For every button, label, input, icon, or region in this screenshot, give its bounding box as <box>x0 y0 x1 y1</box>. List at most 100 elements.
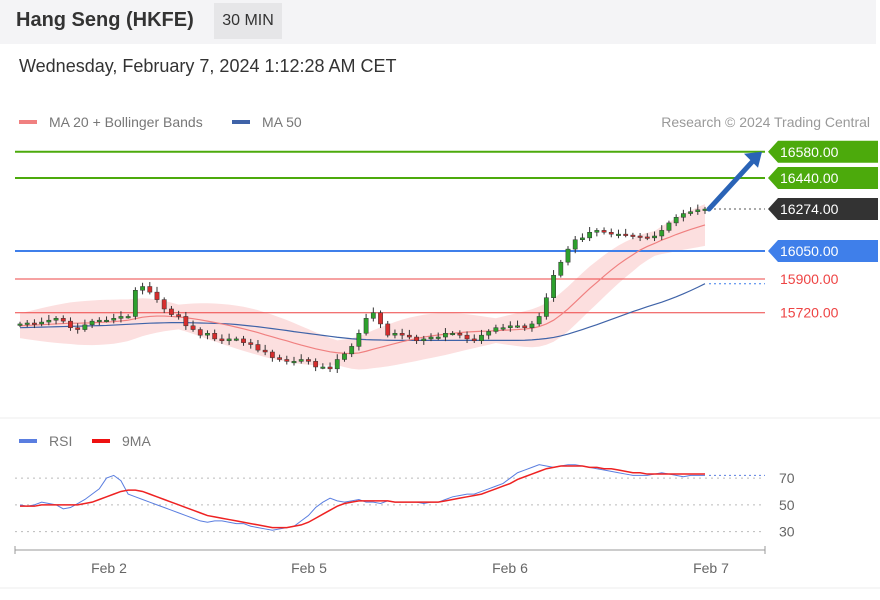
rsi-tick-label: 30 <box>779 524 795 540</box>
candle-body <box>32 322 37 325</box>
candle-body <box>536 316 542 325</box>
candle-body <box>212 333 218 340</box>
candle-body <box>233 338 239 341</box>
candle-body <box>428 336 434 340</box>
candle-body <box>176 314 182 317</box>
ma50-line <box>19 283 706 341</box>
candle-body <box>623 233 629 236</box>
candle-body <box>241 338 246 343</box>
level-tag-pivot <box>768 239 878 262</box>
candle-body <box>543 297 549 317</box>
candle-body <box>284 359 290 362</box>
rsi-tick-label: 50 <box>779 497 795 513</box>
candle-body <box>406 334 412 338</box>
candle-body <box>140 286 145 291</box>
candle-body <box>616 233 621 236</box>
candle-body <box>414 336 419 342</box>
candle-body <box>313 361 319 368</box>
legend-rsi-ma: 9MA <box>92 433 151 449</box>
candle-body <box>118 316 124 319</box>
timestamp: Wednesday, February 7, 2024 1:12:28 AM C… <box>19 56 397 76</box>
candle-body <box>349 346 355 355</box>
candle-body <box>637 235 643 238</box>
candle-body <box>255 344 261 351</box>
candle-body <box>205 333 210 336</box>
credit-text: Research © 2024 Trading Central <box>661 114 870 130</box>
candle-body <box>580 237 585 240</box>
candle-body <box>363 318 369 334</box>
x-tick-label: Feb 2 <box>91 560 127 576</box>
candle-body <box>334 359 340 370</box>
legend-ma20: MA 20 + Bollinger Bands <box>19 114 203 130</box>
interval-button[interactable]: 30 MIN <box>214 3 282 39</box>
candle-body <box>479 334 484 342</box>
candle-body <box>169 308 174 315</box>
candle-body <box>298 359 304 362</box>
candle-body <box>370 312 376 319</box>
candle-body <box>226 338 232 342</box>
candle-body <box>695 209 701 212</box>
candle-body <box>515 325 520 328</box>
candle-body <box>493 327 499 332</box>
candle-body <box>125 316 131 319</box>
legend-rsi: RSI <box>19 433 72 449</box>
candle-body <box>702 208 708 211</box>
candle-body <box>39 321 45 325</box>
candle-body <box>507 325 513 328</box>
candle-body <box>500 327 506 330</box>
candle-body <box>457 333 463 336</box>
candle-body <box>435 336 441 339</box>
candle-body <box>471 338 477 342</box>
level-label: 16440.00 <box>780 170 839 186</box>
target-arrow-shaft <box>706 157 757 212</box>
candle-body <box>161 299 167 310</box>
legend-rsi-label: RSI <box>49 433 73 449</box>
candle-body <box>277 357 282 360</box>
candle-body <box>356 333 362 347</box>
candle-body <box>183 316 189 327</box>
legend-ma50: MA 50 <box>232 114 302 130</box>
candle-body <box>197 329 203 336</box>
level-label: 16274.00 <box>780 201 839 217</box>
candle-body <box>673 217 679 224</box>
bollinger-band <box>20 204 705 370</box>
candle-body <box>666 222 672 231</box>
candle-body <box>342 353 347 360</box>
target-arrow-head <box>744 151 762 168</box>
legend-rsi-ma-label: 9MA <box>122 433 151 449</box>
candle-body <box>659 230 665 237</box>
candle-body <box>594 230 600 233</box>
candle-body <box>443 333 448 338</box>
legend-ma50-label: MA 50 <box>262 114 302 130</box>
ma50-swatch <box>232 120 250 124</box>
candle-body <box>522 325 528 328</box>
candle-body <box>320 366 326 369</box>
candle-body <box>421 338 427 342</box>
candle-body <box>291 361 297 364</box>
candle-body <box>132 290 138 317</box>
rsi-series-rsi <box>19 464 705 531</box>
x-tick-label: Feb 6 <box>492 560 528 576</box>
candle-body <box>652 235 657 239</box>
candle-body <box>89 320 95 326</box>
candle-body <box>608 232 614 235</box>
candle-body <box>248 342 254 345</box>
rsi-tick-label: 70 <box>779 470 795 486</box>
candle-body <box>68 320 73 328</box>
candle-body <box>551 275 556 298</box>
candle-body <box>385 323 391 336</box>
candle-body <box>111 318 117 321</box>
candle-body <box>82 324 88 330</box>
candle-body <box>24 322 30 325</box>
candle-body <box>680 213 686 218</box>
candle-body <box>53 318 59 321</box>
level-label: 15720.00 <box>780 305 839 321</box>
candle-body <box>96 319 102 322</box>
candle-body <box>601 230 607 233</box>
candle-body <box>572 239 578 250</box>
candle-body <box>644 236 650 239</box>
candle-body <box>529 323 535 328</box>
rsi-ma-swatch <box>92 439 110 443</box>
rsi-series-9ma <box>20 465 705 529</box>
